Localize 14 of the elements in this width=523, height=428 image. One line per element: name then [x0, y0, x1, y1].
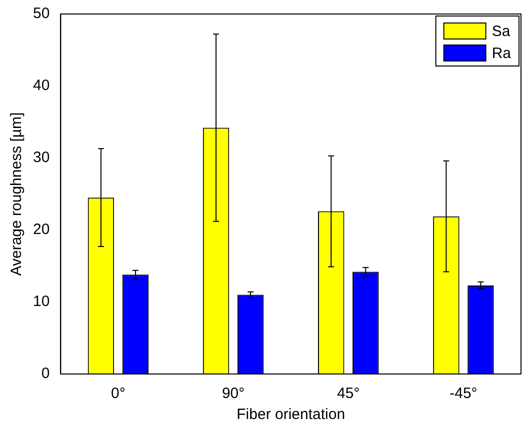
- x-tick-label: 90°: [222, 385, 245, 402]
- x-tick-label: -45°: [450, 385, 478, 402]
- y-axis-title: Average roughness [µm]: [8, 112, 26, 276]
- x-tick-label: 0°: [111, 385, 126, 402]
- y-tick-label: 50: [32, 5, 50, 22]
- legend-label: Ra: [492, 45, 512, 62]
- legend-label: Sa: [492, 23, 511, 40]
- x-tick-label: 45°: [337, 385, 360, 402]
- y-tick-label: 20: [32, 221, 50, 238]
- y-tick-label: 10: [32, 293, 50, 310]
- y-tick-label: 30: [32, 149, 50, 166]
- y-tick-label: 0: [41, 365, 50, 382]
- y-tick-label: 40: [32, 77, 50, 94]
- x-axis-title: Fiber orientation: [236, 406, 346, 424]
